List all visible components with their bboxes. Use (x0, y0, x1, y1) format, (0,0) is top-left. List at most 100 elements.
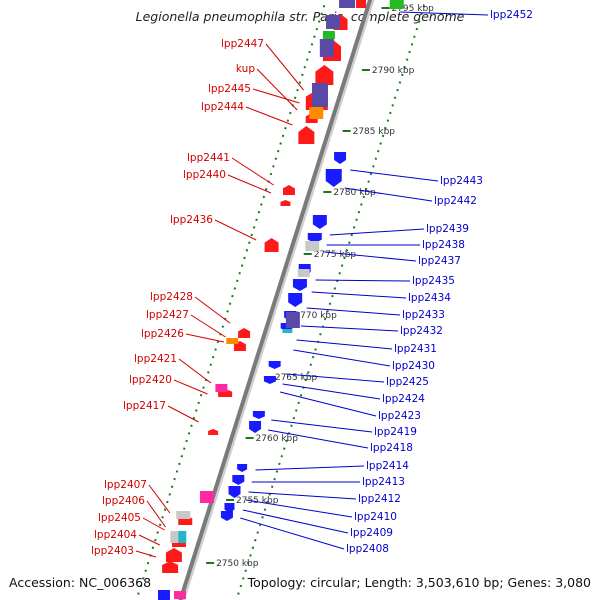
gene-minus-strand (165, 548, 182, 562)
gene-blue (157, 590, 170, 600)
gene-label-lpp2408: lpp2408 (346, 543, 389, 555)
gene-green (322, 31, 335, 39)
leader-line (173, 379, 208, 395)
leader-line (245, 106, 293, 126)
gene-plus-strand (263, 376, 276, 384)
gene-label-lpp2430: lpp2430 (392, 360, 435, 372)
gene-orange (309, 107, 324, 119)
gene-label-lpp2435: lpp2435 (412, 275, 455, 287)
gene-label-lpp2419: lpp2419 (374, 426, 417, 438)
gene-plus-strand (232, 475, 245, 485)
accession-text: Accession: NC_006368 (9, 575, 152, 590)
gene-green (389, 0, 404, 9)
gene-label-lpp2410: lpp2410 (354, 511, 397, 523)
outer-dotted-track-right (235, 0, 428, 600)
map-title: Legionella pneumophila str. Paris, compl… (135, 9, 465, 24)
gene-magenta (199, 491, 214, 503)
gene-label-lpp2444: lpp2444 (201, 101, 244, 113)
gene-label-lpp2412: lpp2412 (358, 493, 401, 505)
gene-label-lpp2421: lpp2421 (134, 353, 177, 365)
gene-purple (311, 83, 328, 107)
gene-minus-strand (162, 561, 179, 573)
gene-label-lpp2452: lpp2452 (490, 9, 533, 21)
leader-line (265, 43, 304, 91)
kbp-tick-label: 2780 kbp (333, 188, 376, 198)
leader-line (190, 314, 226, 338)
leader-line (245, 499, 353, 518)
leader-line (300, 325, 399, 332)
gene-red (356, 0, 367, 8)
gene-label-lpp2438: lpp2438 (422, 239, 465, 251)
gene-cyan (282, 329, 293, 333)
gene-label-lpp2417: lpp2417 (123, 400, 166, 412)
kbp-tick-label: 2770 kbp (294, 311, 337, 321)
gene-label-lpp2425: lpp2425 (386, 376, 429, 388)
gene-label-lpp2432: lpp2432 (400, 325, 443, 337)
gene-label-lpp2433: lpp2433 (402, 309, 445, 321)
gene-plus-strand (268, 361, 281, 369)
gene-label-lpp2420: lpp2420 (129, 374, 172, 386)
gene-plus-strand (292, 279, 307, 291)
gene-label-lpp2440: lpp2440 (183, 169, 226, 181)
leader-line (185, 333, 225, 343)
leader-line (311, 291, 407, 299)
gene-purple (319, 39, 334, 57)
kbp-tick-label: 2790 kbp (372, 66, 415, 76)
gene-label-lpp2409: lpp2409 (350, 527, 393, 539)
gene-plus-strand (312, 215, 327, 229)
gene-label-lpp2447: lpp2447 (221, 38, 264, 50)
kbp-tick-label: 2765 kbp (275, 373, 318, 383)
gene-magenta (173, 591, 186, 599)
leader-line (280, 391, 377, 417)
gene-label-lpp2441: lpp2441 (187, 152, 230, 164)
leader-line (231, 157, 274, 186)
gene-plus-strand (334, 152, 347, 164)
leader-line (315, 279, 411, 282)
leader-line (214, 219, 257, 241)
gene-minus-strand (208, 429, 219, 435)
gene-minus-strand (315, 65, 334, 85)
leader-line (400, 11, 489, 16)
leader-line (167, 405, 199, 423)
gene-plus-strand (307, 233, 322, 243)
gene-plus-strand (237, 464, 248, 472)
leader-line (293, 349, 391, 367)
leader-line (271, 419, 373, 433)
gene-minus-strand (282, 185, 295, 195)
gene-label-lpp2442: lpp2442 (434, 195, 477, 207)
leader-line (142, 517, 165, 531)
leader-line (146, 500, 166, 528)
gene-label-lpp2418: lpp2418 (370, 442, 413, 454)
topology-text: Topology: circular; Length: 3,503,610 bp… (247, 575, 591, 590)
leader-line (306, 307, 401, 316)
kbp-tick-label: 2785 kbp (353, 127, 396, 137)
leader-line (242, 509, 349, 534)
gene-label-lpp2439: lpp2439 (426, 223, 469, 235)
leader-line (248, 491, 357, 500)
gene-gray (305, 241, 320, 251)
gene-plus-strand (252, 411, 265, 419)
gene-label-lpp2436: lpp2436 (170, 214, 213, 226)
gene-label-lpp2405: lpp2405 (98, 512, 141, 524)
leader-line (296, 339, 393, 350)
gene-label-lpp2437: lpp2437 (418, 255, 461, 267)
leader-line (255, 465, 365, 471)
gene-minus-strand (280, 200, 291, 206)
leader-line (252, 88, 300, 104)
genome-backbone (178, 0, 373, 600)
leader-line (227, 174, 272, 194)
gene-plus-strand (249, 421, 262, 433)
gene-plus-strand (288, 293, 303, 307)
leader-line (285, 373, 385, 383)
leader-line (268, 429, 369, 449)
kbp-tick-label: 2760 kbp (256, 434, 299, 444)
leader-line (282, 383, 381, 400)
gene-purple (326, 15, 341, 29)
gene-label-lpp2443: lpp2443 (440, 175, 483, 187)
leader-line (240, 517, 345, 550)
kbp-tick-label: 2795 kbp (391, 4, 434, 14)
gene-label-lpp2407: lpp2407 (104, 479, 147, 491)
gene-magenta (215, 384, 228, 392)
gene-purple (285, 312, 300, 328)
